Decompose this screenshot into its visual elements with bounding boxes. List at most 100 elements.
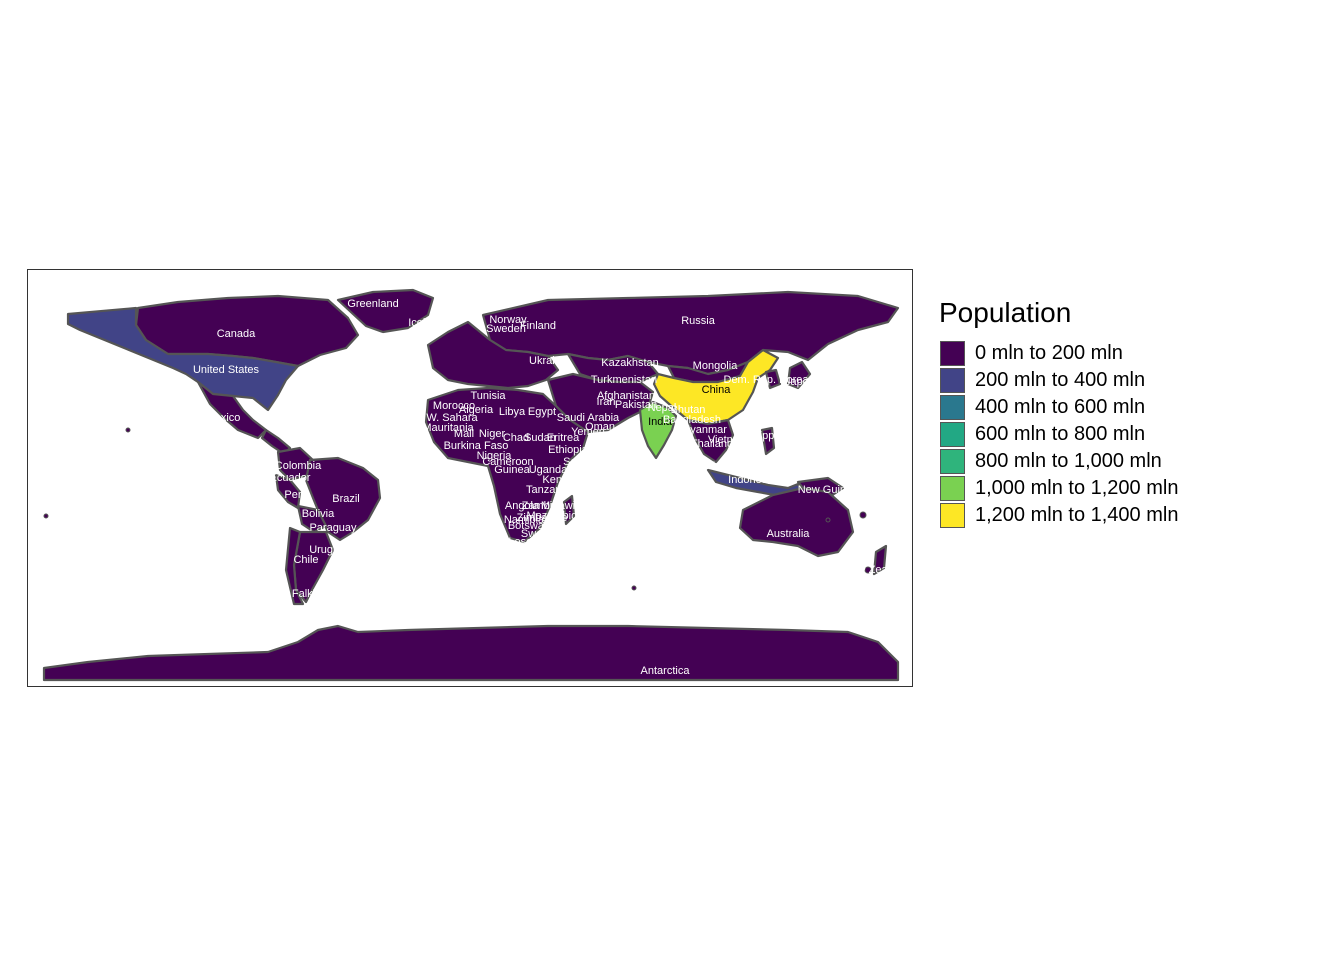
island — [125, 427, 131, 433]
country-label: Malaysia — [706, 460, 750, 472]
country-label: Oman — [585, 421, 615, 433]
country-europe — [426, 320, 560, 390]
legend-swatch — [940, 368, 965, 393]
country-label: Cameroon — [482, 456, 533, 468]
country-label: Morocco — [433, 400, 475, 412]
country-label: Zambia — [522, 500, 560, 512]
country-label: Uganda — [529, 464, 568, 476]
legend-item: 200 mln to 400 mln — [938, 367, 1238, 394]
legend-label: 800 mln to 1,000 mln — [975, 450, 1162, 472]
country-label: Greenland — [347, 298, 398, 310]
country-label: Burkina Faso — [444, 440, 509, 452]
country-madagascar — [562, 494, 576, 526]
country-label: Pakistan — [615, 399, 657, 411]
legend-label: 200 mln to 400 mln — [975, 369, 1146, 391]
country-label: New Zealand — [844, 564, 909, 576]
legend-swatch — [940, 476, 965, 501]
country-label: Afghanistan — [597, 390, 655, 402]
country-label: Iceland — [408, 317, 443, 329]
country-label: Namibia — [504, 514, 545, 526]
countries-layer — [42, 288, 900, 682]
legend-swatch — [940, 449, 965, 474]
country-label: Taiwan — [753, 414, 787, 426]
country-antarctica — [42, 624, 900, 682]
country-label: Sweden — [486, 323, 526, 335]
country-label: Thailand — [691, 438, 733, 450]
legend-swatch — [940, 422, 965, 447]
country-label: Eritrea — [547, 432, 580, 444]
country-label: Swaziland — [521, 528, 571, 540]
country-label: Norway — [489, 314, 527, 326]
country-label: Nigeria — [477, 450, 513, 462]
legend-rows: 0 mln to 200 mln 200 mln to 400 mln 400 ml… — [938, 340, 1238, 529]
country-label: Colombia — [275, 460, 322, 472]
country-label: Somalia — [563, 456, 604, 468]
country-label: Kazakhstan — [601, 357, 658, 369]
legend: Population 0 mln to 200 mln 200 mln to 40… — [938, 296, 1238, 529]
country-label: Kenya — [542, 474, 574, 486]
legend-label: 1,000 mln to 1,200 mln — [975, 477, 1179, 499]
country-label: Iran — [597, 396, 616, 408]
country-label: Botswana — [508, 520, 557, 532]
legend-item: 600 mln to 800 mln — [938, 421, 1238, 448]
legend-swatch — [940, 395, 965, 420]
country-label: Dem. Rep. Korea — [724, 374, 810, 386]
country-label: Mauritania — [422, 422, 474, 434]
island — [859, 511, 867, 519]
island — [43, 513, 49, 519]
country-label: Ethiopia — [548, 444, 589, 456]
country-australia — [738, 486, 855, 558]
country-africa — [424, 386, 590, 544]
country-india — [638, 400, 678, 460]
country-label: United States — [193, 364, 260, 376]
legend-label: 400 mln to 600 mln — [975, 396, 1146, 418]
world-map: Greenland Canada United States Mexico Brazil… — [42, 288, 908, 682]
country-label: Myanmar — [681, 424, 727, 436]
country-label: Malawi — [541, 500, 575, 512]
country-label: Bangladesh — [663, 414, 721, 426]
country-label: Saudi Arabia — [557, 412, 620, 424]
country-label: Finland — [520, 320, 556, 332]
legend-swatch — [940, 503, 965, 528]
country-label: Niger — [479, 428, 506, 440]
legend-label: 0 mln to 200 mln — [975, 342, 1123, 364]
legend-item: 1,200 mln to 1,400 mln — [938, 502, 1238, 529]
country-label: Guinea — [494, 464, 530, 476]
country-label: Sudan — [524, 432, 556, 444]
country-label: Russia — [681, 315, 716, 327]
country-label: Bolivia — [302, 508, 335, 520]
country-label: Libya — [499, 406, 526, 418]
country-bolivia — [296, 504, 328, 534]
country-label: Falkland Is. — [292, 588, 348, 600]
country-label: China — [702, 384, 732, 396]
legend-title: Population — [939, 297, 1072, 328]
legend-label: 1,200 mln to 1,400 mln — [975, 504, 1179, 526]
legend-item: 0 mln to 200 mln — [938, 340, 1238, 367]
country-label: Lesotho — [508, 536, 547, 548]
country-korea — [764, 368, 782, 390]
country-label: Nepal — [648, 402, 677, 414]
country-brazil — [304, 456, 382, 542]
country-label: Philippines — [741, 430, 795, 442]
country-label: Peru — [284, 489, 307, 501]
country-label: Japan — [785, 376, 815, 388]
country-label: W. Sahara — [426, 412, 478, 424]
country-label: Ecuador — [270, 472, 311, 484]
legend-item: 1,000 mln to 1,200 mln — [938, 475, 1238, 502]
country-label: Mali — [454, 428, 474, 440]
country-label: Yemen — [571, 426, 605, 438]
country-label: Tunisia — [470, 390, 506, 402]
country-chile — [284, 526, 305, 606]
country-greenland — [336, 288, 435, 334]
island — [631, 585, 637, 591]
legend-swatch — [940, 341, 965, 366]
country-label: Canada — [217, 328, 256, 340]
country-labels-layer: Greenland Canada United States Mexico Brazil… — [193, 298, 908, 677]
country-china — [652, 348, 780, 426]
country-label: Algeria — [459, 404, 494, 416]
legend-item: 400 mln to 600 mln — [938, 394, 1238, 421]
map-panel: Greenland Canada United States Mexico Brazil… — [27, 269, 913, 687]
country-philippines — [760, 426, 776, 456]
country-label: Uruguay — [309, 544, 351, 556]
legend-label: 600 mln to 800 mln — [975, 423, 1146, 445]
